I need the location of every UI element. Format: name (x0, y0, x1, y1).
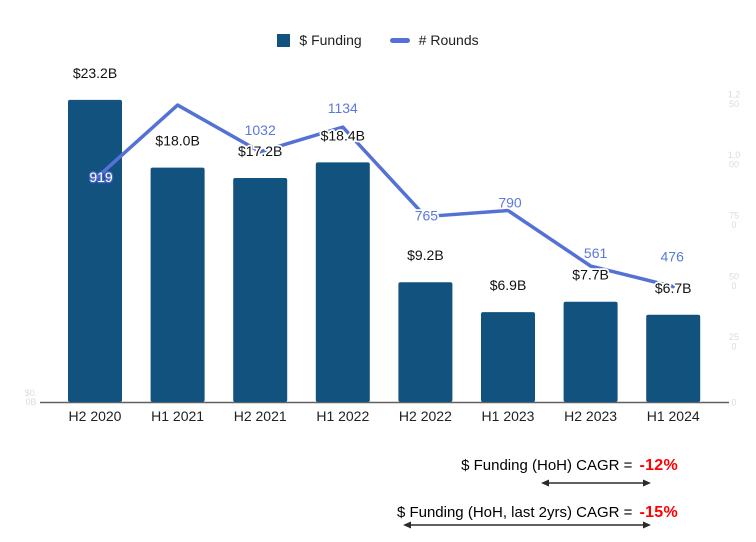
funding-bar-h1-2024[interactable] (646, 314, 701, 402)
x-axis-label-h2-2022: H2 2022 (399, 408, 452, 424)
x-axis-label-h2-2023: H2 2023 (564, 408, 617, 424)
x-axis-label-h1-2023: H1 2023 (482, 408, 535, 424)
right-axis-tick-label: 0 (731, 398, 736, 408)
x-axis-label-h1-2021: H1 2021 (151, 408, 204, 424)
cagr-annotation-hoh-value: -12% (639, 457, 678, 474)
right-axis-tick-label: 0 (731, 281, 736, 291)
cagr-annotation-hoh-text: $ Funding (HoH) CAGR = (461, 457, 633, 474)
right-axis-tick-label: 1,0 (728, 150, 741, 160)
funding-bar-label: $9.2B (407, 247, 444, 263)
right-axis-tick-label: 0 (731, 220, 736, 230)
funding-bar-label: $6.9B (490, 277, 527, 293)
funding-bar-label: $17.2B (238, 143, 282, 159)
funding-series-swatch (277, 33, 291, 47)
x-axis-label-h1-2022: H1 2022 (316, 408, 369, 424)
left-axis-origin-label: $0. (25, 388, 38, 398)
right-axis-tick-label: 0 (731, 341, 736, 351)
cagr-annotation-2yr-value: -15% (639, 504, 678, 521)
rounds-series-swatch (389, 37, 410, 43)
funding-bar-h1-2021[interactable] (150, 167, 205, 402)
funding-bar-label: $18.0B (155, 133, 199, 149)
right-axis-tick-label: 75 (729, 211, 739, 221)
funding-bar-label: $7.7B (572, 267, 609, 283)
right-axis-tick-label: 50 (729, 99, 739, 109)
rounds-line-label: 476 (661, 249, 685, 265)
rounds-line-label: 1032 (245, 122, 276, 138)
funding-bar-h1-2023[interactable] (481, 312, 535, 402)
cagr-annotation-hoh: $ Funding (HoH) CAGR = -12% (461, 456, 678, 476)
funding-bar-h1-2022[interactable] (315, 162, 370, 402)
right-axis-tick-label: 00 (729, 160, 739, 170)
right-axis-tick-label: 25 (729, 332, 739, 342)
left-axis-origin-label: 0B (25, 397, 36, 407)
legend-label-funding: $ Funding (299, 32, 362, 48)
rounds-line-label: 1134 (328, 100, 358, 116)
funding-bar-h2-2020[interactable] (68, 99, 122, 402)
funding-bar-label: $6.7B (655, 280, 692, 296)
chart-legend: $ Funding # Rounds (0, 32, 756, 48)
rounds-line-label: 790 (498, 195, 522, 211)
rounds-line-label: 765 (415, 208, 439, 224)
rounds-line-label: 561 (584, 245, 608, 261)
rounds-line-label: 919 (89, 169, 113, 185)
cagr-annotation-2yr: $ Funding (HoH, last 2yrs) CAGR = -15% (397, 503, 678, 523)
x-axis-label-h1-2024: H1 2024 (647, 408, 700, 424)
funding-bar-h2-2023[interactable] (563, 301, 618, 402)
funding-bar-label: $23.2B (73, 65, 117, 81)
cagr-arrow-short (541, 479, 651, 487)
right-axis-tick-label: 50 (729, 271, 739, 281)
x-axis-label-h2-2021: H2 2021 (234, 408, 287, 424)
funding-bar-label: $18.4B (321, 127, 365, 143)
legend-item-rounds[interactable]: # Rounds (389, 32, 479, 48)
funding-bar-h2-2021[interactable] (233, 178, 288, 402)
legend-label-rounds: # Rounds (418, 32, 479, 48)
right-axis-tick-label: 1,2 (728, 90, 741, 100)
rounds-line[interactable] (93, 103, 675, 289)
x-axis-label-h2-2020: H2 2020 (69, 408, 122, 424)
funding-bar-h2-2022[interactable] (398, 282, 453, 402)
legend-item-funding[interactable]: $ Funding (277, 32, 362, 48)
cagr-annotation-2yr-text: $ Funding (HoH, last 2yrs) CAGR = (396, 504, 633, 521)
cagr-arrow-long (403, 521, 651, 529)
